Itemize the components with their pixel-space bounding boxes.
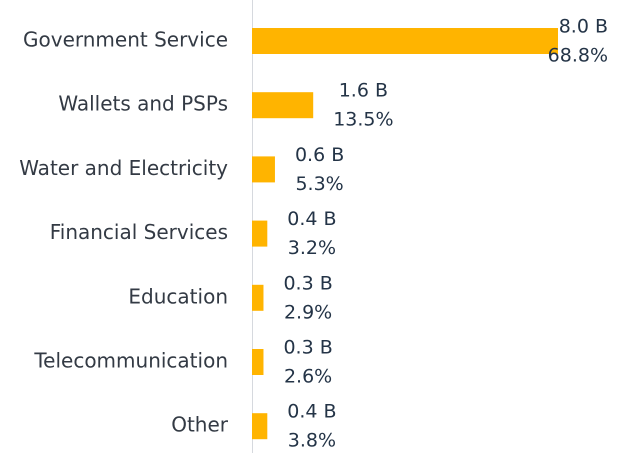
- share-label: 68.8%: [548, 45, 608, 67]
- category-label: Financial Services: [50, 220, 228, 244]
- share-label: 2.9%: [284, 301, 332, 323]
- category-label: Education: [128, 284, 228, 308]
- share-label: 3.8%: [288, 430, 336, 452]
- bar: [252, 156, 275, 183]
- bar: [252, 349, 264, 375]
- bar: [252, 413, 268, 440]
- value-label: 0.3 B: [283, 337, 332, 359]
- category-label: Government Service: [23, 28, 228, 52]
- share-label: 5.3%: [295, 173, 343, 195]
- value-label: 0.4 B: [287, 208, 336, 230]
- category-label: Other: [171, 413, 229, 437]
- bar: [252, 92, 314, 119]
- share-label: 3.2%: [288, 237, 336, 259]
- bar: [252, 284, 264, 311]
- bar: [252, 220, 268, 247]
- value-label: 0.3 B: [283, 272, 332, 294]
- value-label: 1.6 B: [339, 80, 388, 102]
- category-label: Telecommunication: [33, 349, 228, 373]
- category-label: Water and Electricity: [19, 156, 228, 180]
- category-label: Wallets and PSPs: [58, 92, 228, 116]
- value-label: 0.6 B: [295, 144, 344, 166]
- value-label: 8.0 B: [559, 16, 608, 38]
- bar: [252, 28, 558, 54]
- share-label: 13.5%: [333, 109, 393, 131]
- value-label: 0.4 B: [287, 401, 336, 423]
- share-label: 2.6%: [284, 366, 332, 388]
